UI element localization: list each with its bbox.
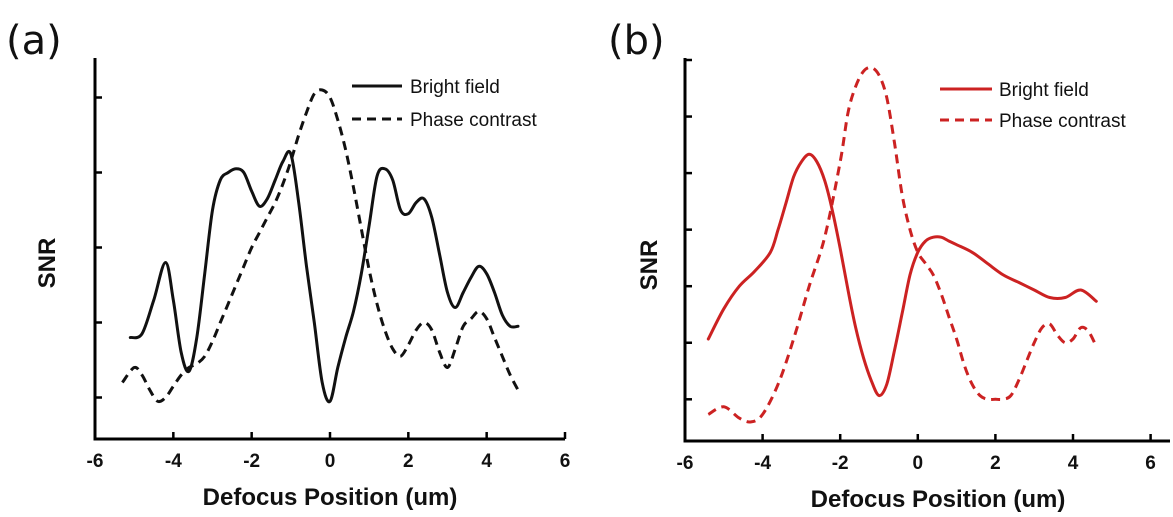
phase-contrast-line	[707, 65, 1098, 424]
bright-field-line	[706, 152, 1098, 398]
x-tick-label: 0	[325, 451, 336, 472]
x-tick-label: 4	[1068, 453, 1079, 474]
x-tick-label: -6	[677, 453, 694, 474]
panel-a: (a) -6 -4 -2 0 2 4 6 Defocus Position (um) SNR Bri…	[6, 18, 570, 511]
legend-label: Phase contrast	[999, 111, 1126, 132]
x-tick-label: -6	[87, 451, 104, 472]
legend-label: Bright field	[410, 77, 500, 98]
x-tick-label: 4	[481, 451, 492, 472]
x-tick-label: 6	[1145, 453, 1156, 474]
y-axis-title: SNR	[34, 238, 61, 289]
x-tick-label: 2	[403, 451, 414, 472]
x-tick-label: 2	[990, 453, 1001, 474]
phase-contrast-line	[121, 88, 520, 404]
x-tick-label: -2	[832, 453, 849, 474]
bright-field-line	[128, 149, 520, 404]
x-tick-label: 6	[560, 451, 571, 472]
x-axis-title: Defocus Position (um)	[203, 484, 458, 511]
x-axis-title: Defocus Position (um)	[811, 486, 1066, 513]
legend-label: Phase contrast	[410, 110, 537, 131]
x-tick-label: 0	[913, 453, 924, 474]
panel-b: (b) -6 -4 -2 0 2 4 6 Defocus Position (um) SNR Bri…	[608, 18, 1170, 513]
x-tick-label: -2	[243, 451, 260, 472]
panel-label: (a)	[6, 18, 62, 64]
x-tick-label: -4	[754, 453, 771, 474]
panel-label: (b)	[608, 18, 665, 64]
legend-label: Bright field	[999, 80, 1089, 101]
y-axis-title: SNR	[636, 240, 663, 291]
x-tick-label: -4	[165, 451, 182, 472]
